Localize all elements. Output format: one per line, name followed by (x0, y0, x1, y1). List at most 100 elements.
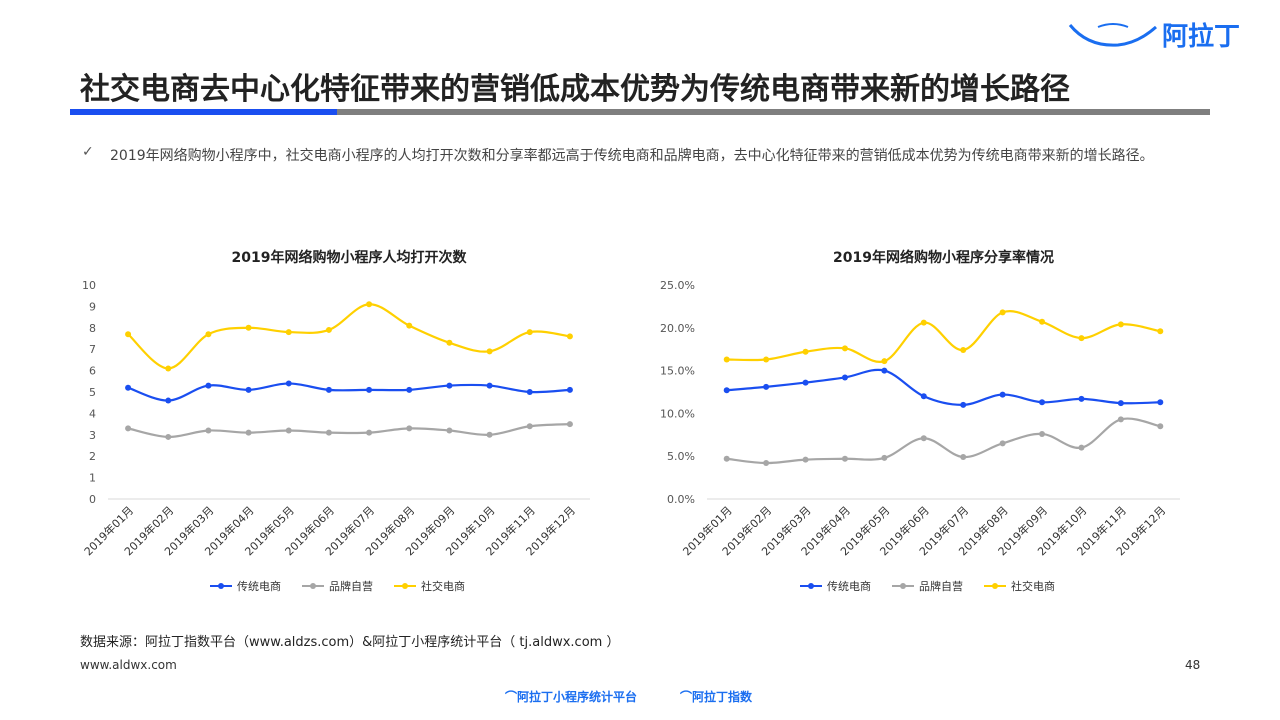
y-tick-label: 6 (89, 365, 96, 378)
data-point (960, 401, 967, 408)
title-divider (70, 109, 1210, 115)
data-point (723, 356, 730, 363)
legend-label: 品牌自营 (919, 579, 963, 593)
y-tick-label: 0.0% (667, 493, 695, 506)
data-point (1157, 328, 1164, 335)
legend-marker (402, 583, 408, 589)
data-point (205, 331, 212, 338)
page-number: 48 (1185, 658, 1201, 672)
data-point (205, 427, 212, 434)
data-point (802, 348, 809, 355)
y-tick-label: 2 (89, 450, 96, 463)
data-point (566, 421, 573, 428)
data-point (920, 435, 927, 442)
data-point (999, 391, 1006, 398)
data-point (245, 386, 252, 393)
data-point (446, 382, 453, 389)
data-point (325, 386, 332, 393)
y-tick-label: 9 (89, 300, 96, 313)
logo-text: 阿拉丁 (1162, 22, 1241, 52)
data-point (960, 347, 967, 354)
data-point (245, 429, 252, 436)
y-tick-label: 10.0% (660, 407, 695, 420)
data-point (566, 333, 573, 340)
data-point (285, 329, 292, 336)
data-point (763, 356, 770, 363)
site-url[interactable]: www.aldwx.com (80, 658, 177, 672)
footer-logo-index-text: 阿拉丁指数 (692, 690, 753, 704)
data-point (165, 433, 172, 440)
data-point (841, 455, 848, 462)
data-point (446, 339, 453, 346)
data-point (1039, 430, 1046, 437)
data-point (841, 374, 848, 381)
data-point (881, 454, 888, 461)
data-point (125, 425, 132, 432)
chart-open-count: 2019年网络购物小程序人均打开次数 0 1 2 3 4 5 6 7 8 9 10 2019年01月 20… (60, 240, 620, 600)
series-line-2 (127, 303, 571, 370)
data-point (763, 460, 770, 467)
footer-logo-index: ⌒ 阿拉丁指数 (680, 688, 752, 705)
legend-label: 社交电商 (1011, 579, 1055, 593)
y-tick-label: 7 (89, 343, 96, 356)
data-point (366, 386, 373, 393)
data-point (1117, 400, 1124, 407)
data-point (366, 301, 373, 308)
y-tick-label: 15.0% (660, 365, 695, 378)
y-tick-label: 5 (89, 386, 96, 399)
check-icon: ✓ (82, 144, 94, 160)
data-point (1117, 416, 1124, 423)
data-point (526, 389, 533, 395)
data-point (1157, 399, 1164, 406)
brand-logo: 阿拉丁 (1068, 16, 1240, 53)
data-point (881, 367, 888, 374)
chart-title: 2019年网络购物小程序人均打开次数 (232, 249, 468, 266)
data-point (366, 429, 373, 436)
data-point (920, 319, 927, 326)
data-point (1039, 399, 1046, 406)
data-point (802, 456, 809, 463)
legend-marker (808, 583, 814, 589)
data-point (325, 429, 332, 436)
page-title: 社交电商去中心化特征带来的营销低成本优势为传统电商带来新的增长路径 (80, 72, 1070, 107)
data-point (1078, 335, 1085, 342)
legend-label: 社交电商 (421, 579, 465, 593)
data-point (486, 382, 493, 389)
series-line-2 (726, 310, 1161, 364)
lamp-icon (1068, 22, 1157, 47)
data-point (406, 322, 413, 329)
chart-share-rate: 2019年网络购物小程序分享率情况 0.0% 5.0% 10.0% 15.0% 20.0%… (640, 240, 1200, 600)
data-point (285, 380, 292, 387)
data-point (165, 397, 172, 404)
title-divider-accent (70, 109, 337, 115)
data-point (960, 454, 967, 461)
legend-marker (992, 583, 998, 589)
data-point (1039, 318, 1046, 325)
data-point (999, 440, 1006, 447)
lamp-icon: ⌒ (680, 690, 693, 704)
series-line-1 (127, 423, 570, 439)
summary-text: 2019年网络购物小程序中，社交电商小程序的人均打开次数和分享率都远高于传统电商… (110, 148, 1154, 164)
data-point (723, 387, 730, 394)
line-chart: 2019年网络购物小程序人均打开次数0123456789102019年01月20… (81, 249, 590, 593)
data-point (1078, 395, 1085, 402)
legend-label: 传统电商 (237, 579, 281, 593)
data-point (486, 431, 493, 438)
y-tick-label: 8 (89, 322, 96, 335)
y-tick-label: 25.0% (660, 279, 695, 292)
data-point (841, 345, 848, 352)
y-tick-label: 0 (89, 493, 96, 506)
data-point (763, 383, 770, 390)
data-source: 数据来源：阿拉丁指数平台（www.aldzs.com）&阿拉丁小程序统计平台（ … (80, 635, 620, 650)
data-point (125, 331, 132, 338)
y-tick-label: 4 (89, 407, 96, 420)
footer-logo-stats-text: 阿拉丁小程序统计平台 (517, 690, 638, 704)
data-point (802, 379, 809, 386)
legend-marker (310, 583, 316, 589)
data-point (406, 386, 413, 393)
data-point (1117, 321, 1124, 328)
legend-marker (218, 583, 224, 589)
data-point (205, 382, 212, 389)
data-point (325, 326, 332, 333)
data-point (446, 427, 453, 434)
